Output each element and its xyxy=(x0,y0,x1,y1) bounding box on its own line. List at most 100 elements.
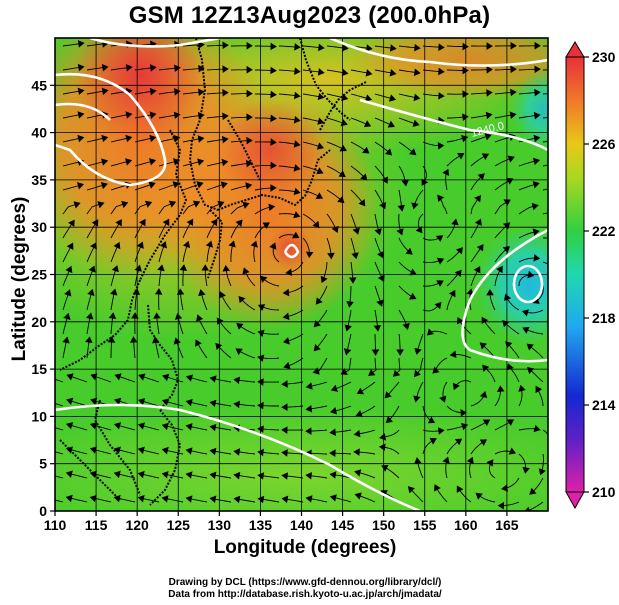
streamline-arrow xyxy=(270,184,277,192)
streamline-arrow xyxy=(257,495,265,504)
streamline xyxy=(543,237,548,239)
streamline-arrow xyxy=(522,326,530,334)
streamline-arrow xyxy=(454,438,463,446)
streamline-arrow xyxy=(305,472,313,480)
streamline-arrow xyxy=(114,373,122,381)
streamline-arrow xyxy=(481,153,490,161)
streamline-arrow xyxy=(414,457,422,464)
streamline-arrow xyxy=(353,448,360,456)
streamline-arrow xyxy=(547,443,548,445)
streamline-arrow xyxy=(246,113,253,122)
lat-tick-label: 25 xyxy=(31,267,47,283)
streamline-arrow xyxy=(509,111,517,119)
temperature-field xyxy=(55,38,548,511)
streamline-arrow xyxy=(205,240,214,248)
streamline-arrow xyxy=(136,241,144,249)
streamline-arrow xyxy=(316,142,325,150)
streamline-arrow xyxy=(329,428,336,436)
streamline-arrow xyxy=(125,111,133,119)
streamline-arrow xyxy=(340,119,348,127)
lon-tick-label: 150 xyxy=(372,517,396,533)
streamline-arrow xyxy=(246,136,253,145)
streamline-arrow xyxy=(233,400,241,409)
streamline-arrow xyxy=(222,112,229,121)
streamline-arrow xyxy=(379,201,387,210)
streamline-arrow xyxy=(305,404,313,413)
streamline-arrow xyxy=(198,289,206,297)
streamline xyxy=(55,427,64,431)
streamline-arrow xyxy=(462,66,469,75)
streamline-arrow xyxy=(115,219,122,227)
streamline-arrow xyxy=(510,65,517,74)
streamline-arrow xyxy=(293,91,301,100)
streamline-arrow xyxy=(532,157,541,166)
streamline-arrow xyxy=(559,137,564,143)
streamline-arrow xyxy=(457,152,465,160)
streamline-arrow xyxy=(294,67,301,75)
streamline-arrow xyxy=(392,369,401,377)
streamline-arrow xyxy=(412,119,420,127)
streamline-arrow xyxy=(533,424,541,433)
streamline-arrow xyxy=(65,265,73,274)
streamline-arrow xyxy=(137,495,145,503)
streamline-arrow xyxy=(486,89,493,97)
streamline-arrow xyxy=(312,367,320,375)
streamline-arrow xyxy=(138,398,146,406)
streamline-arrow xyxy=(504,293,512,302)
streamline-arrow xyxy=(228,240,236,248)
lon-tick-label: 165 xyxy=(495,517,519,533)
lat-tick-label: 30 xyxy=(31,219,47,235)
streamline-arrow xyxy=(257,354,265,362)
streamline-arrow xyxy=(317,92,325,101)
streamline-arrow xyxy=(376,299,384,307)
streamline-arrow xyxy=(522,466,530,474)
streamline-arrow xyxy=(90,373,98,381)
streamline-arrow xyxy=(373,324,382,332)
streamline-arrow xyxy=(73,201,81,209)
streamline-arrow xyxy=(282,288,290,297)
credit-data: Data from http://database.rish.kyoto-u.a… xyxy=(168,589,442,600)
streamline-arrow xyxy=(341,68,349,77)
streamline-arrow xyxy=(371,349,380,356)
streamline-arrow xyxy=(506,419,515,427)
colorbar: 210 214 218 222 226 230 xyxy=(565,41,616,510)
streamline-arrow xyxy=(221,135,229,144)
lat-tick-label: 5 xyxy=(39,456,47,472)
streamline-arrow xyxy=(527,367,535,375)
credits: Drawing by DCL (https://www.gfd-dennou.o… xyxy=(60,577,550,601)
streamline-arrow xyxy=(242,267,250,275)
streamline-arrow xyxy=(485,111,493,120)
streamline-arrow xyxy=(269,242,277,250)
lon-tick-label: 145 xyxy=(331,517,355,533)
streamline-arrow xyxy=(451,218,459,226)
streamline-arrow xyxy=(111,265,119,273)
streamline-arrow xyxy=(215,342,223,351)
streamline-arrow xyxy=(558,237,564,243)
streamline-arrow xyxy=(339,144,347,152)
streamline-arrow xyxy=(101,63,109,72)
streamline-arrow xyxy=(341,93,349,102)
streamline-arrow xyxy=(401,179,409,187)
streamline-arrow xyxy=(559,209,564,215)
streamline-arrow xyxy=(285,268,293,277)
streamline-arrow xyxy=(144,200,153,208)
streamline-arrow xyxy=(246,42,253,50)
streamline-arrow xyxy=(327,252,335,260)
streamline-arrow xyxy=(185,398,193,407)
streamline-arrow xyxy=(176,288,185,295)
streamline-arrow xyxy=(246,65,253,74)
streamline-arrow xyxy=(257,304,266,312)
streamline-arrow xyxy=(257,329,265,337)
lat-tick-label: 10 xyxy=(31,408,47,424)
streamline-arrow xyxy=(161,422,169,431)
streamline-arrow xyxy=(110,288,118,296)
streamline-arrow xyxy=(209,495,217,503)
streamline-arrow xyxy=(89,494,97,503)
streamline-arrow xyxy=(313,320,321,328)
streamline-arrow xyxy=(97,201,105,209)
streamline-arrow xyxy=(456,247,463,255)
lon-tick-label: 110 xyxy=(44,517,67,533)
streamline-arrow xyxy=(270,42,277,51)
streamline-arrow xyxy=(378,443,386,452)
streamline-arrow xyxy=(209,375,217,383)
